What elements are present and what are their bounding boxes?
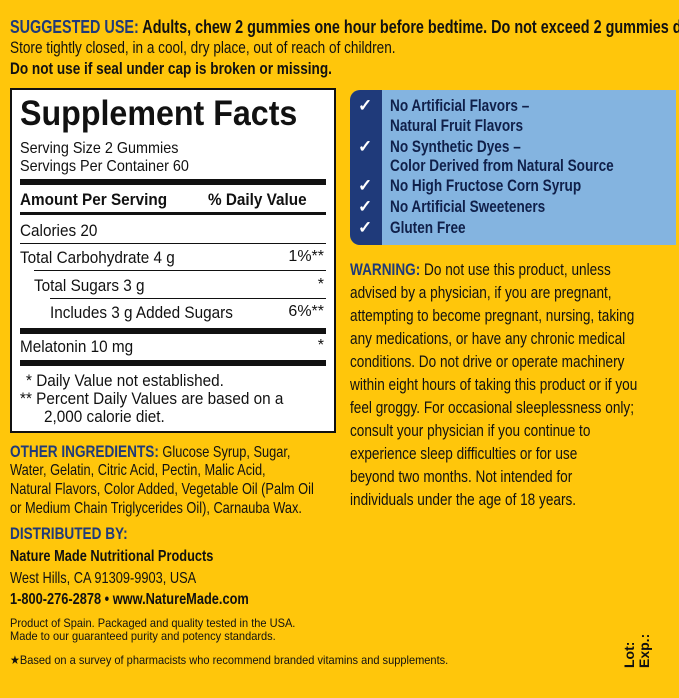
claims-panel: ✓ No Artificial Flavors – Natural Fruit … bbox=[350, 90, 676, 245]
divider bbox=[20, 179, 326, 185]
supplement-facts-panel: Supplement Facts Serving Size 2 Gummies … bbox=[10, 88, 336, 433]
warning-line: advised by a physician, if you are pregn… bbox=[350, 283, 612, 302]
amount-header: Amount Per Serving bbox=[20, 190, 168, 209]
distributor-name: Nature Made Nutritional Products bbox=[10, 548, 214, 565]
lot-exp: Lot: Exp.: bbox=[621, 633, 652, 668]
claim: Gluten Free bbox=[390, 218, 466, 237]
added-sugars-row: Includes 3 g Added Sugars bbox=[50, 303, 233, 322]
sugars-row: Total Sugars 3 g bbox=[34, 276, 145, 295]
warning-heading: WARNING: bbox=[350, 260, 421, 279]
claim: No High Fructose Corn Syrup bbox=[390, 176, 582, 195]
suggested-use-heading: SUGGESTED USE: bbox=[10, 17, 139, 37]
ingredients-line: or Medium Chain Triglycerides Oil), Carn… bbox=[10, 500, 302, 517]
storage-text: Store tightly closed, in a cool, dry pla… bbox=[10, 38, 396, 57]
facts-title: Supplement Facts bbox=[20, 94, 298, 133]
footnote-2-cont: 2,000 calorie diet. bbox=[44, 407, 165, 426]
claim: No Artificial Sweeteners bbox=[390, 197, 546, 216]
check-icon: ✓ bbox=[358, 96, 373, 115]
ingredients-line: Glucose Syrup, Sugar, bbox=[158, 444, 291, 461]
claims-stripe bbox=[350, 90, 382, 245]
warning-line: individuals under the age of 18 years. bbox=[350, 490, 577, 509]
lot-label: Lot: bbox=[621, 641, 637, 668]
warning-line: any medications, or have any chronic med… bbox=[350, 329, 626, 348]
distributor-address: West Hills, CA 91309-9903, USA bbox=[10, 570, 197, 587]
servings-per-container: Servings Per Container 60 bbox=[20, 158, 189, 175]
divider bbox=[20, 243, 326, 244]
claim: No Artificial Flavors – bbox=[390, 96, 530, 115]
carb-dv: 1%** bbox=[288, 248, 324, 265]
footnote-2: ** Percent Daily Values are based on a bbox=[20, 389, 284, 408]
ingredients-heading: OTHER INGREDIENTS: bbox=[10, 442, 159, 461]
serving-size: Serving Size 2 Gummies bbox=[20, 140, 179, 157]
divider bbox=[20, 212, 326, 215]
suggested-use-text: Adults, chew 2 gummies one hour before b… bbox=[138, 17, 679, 37]
warning-line: beyond two months. Not intended for bbox=[350, 467, 573, 486]
dv-header: % Daily Value bbox=[208, 190, 307, 209]
check-icon: ✓ bbox=[358, 218, 373, 237]
claim: Color Derived from Natural Source bbox=[390, 156, 614, 175]
distributor-heading: DISTRIBUTED BY: bbox=[10, 524, 128, 543]
divider bbox=[20, 328, 326, 334]
claim: No Synthetic Dyes – bbox=[390, 137, 521, 156]
warning-line: consult your physician if you continue t… bbox=[350, 421, 591, 440]
melatonin-dv: * bbox=[317, 337, 324, 354]
survey-footnote: ★Based on a survey of pharmacists who re… bbox=[10, 653, 449, 667]
warning-line: Do not use this product, unless bbox=[420, 260, 611, 279]
warning-line: attempting to become pregnant, nursing, … bbox=[350, 306, 635, 325]
check-icon: ✓ bbox=[358, 137, 373, 156]
divider bbox=[50, 298, 326, 299]
claim: Natural Fruit Flavors bbox=[390, 116, 524, 135]
origin-text: Product of Spain. Packaged and quality t… bbox=[10, 616, 296, 630]
melatonin-row: Melatonin 10 mg bbox=[20, 337, 134, 356]
warning-line: conditions. Do not drive or operate mach… bbox=[350, 352, 625, 371]
seal-text: Do not use if seal under cap is broken o… bbox=[10, 59, 332, 78]
added-sugars-dv: 6%** bbox=[288, 303, 324, 320]
suggested-use: SUGGESTED USE: Adults, chew 2 gummies on… bbox=[10, 17, 679, 38]
divider bbox=[20, 360, 326, 366]
divider bbox=[34, 270, 326, 271]
ingredients-line: Natural Flavors, Color Added, Vegetable … bbox=[10, 481, 314, 498]
check-icon: ✓ bbox=[358, 197, 373, 216]
sugars-dv: * bbox=[317, 276, 324, 293]
warning-line: feel groggy. For occasional sleeplessnes… bbox=[350, 398, 634, 417]
warning-line: within eight hours of taking this produc… bbox=[350, 375, 638, 394]
exp-label: Exp.: bbox=[636, 633, 652, 668]
calories-row: Calories 20 bbox=[20, 221, 98, 240]
carb-row: Total Carbohydrate 4 g bbox=[20, 248, 175, 267]
check-icon: ✓ bbox=[358, 176, 373, 195]
ingredients-line: Water, Gelatin, Citric Acid, Pectin, Mal… bbox=[10, 462, 266, 479]
warning-line: experience sleep difficulties or for use bbox=[350, 444, 578, 463]
guarantee-text: Made to our guaranteed purity and potenc… bbox=[10, 629, 276, 643]
distributor-contact: 1-800-276-2878 • www.NatureMade.com bbox=[10, 591, 249, 608]
footnote-1: * Daily Value not established. bbox=[26, 371, 224, 390]
